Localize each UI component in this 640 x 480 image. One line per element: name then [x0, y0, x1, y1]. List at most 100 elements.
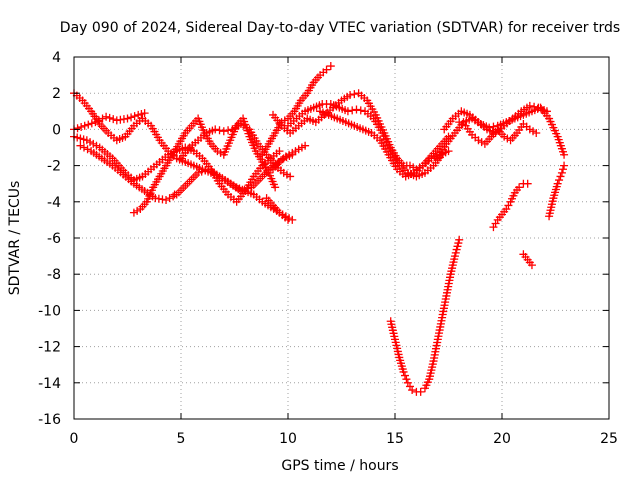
data-point: [444, 147, 453, 156]
data-point: [80, 121, 89, 130]
data-point: [403, 378, 412, 387]
data-point: [91, 118, 100, 127]
y-tick-label: -6: [47, 231, 61, 247]
x-tick-label: 0: [70, 431, 79, 447]
data-point: [346, 91, 355, 100]
data-point-fill: [356, 106, 365, 115]
data-point: [523, 179, 532, 188]
x-tick-label: 15: [386, 431, 404, 447]
data-point-fill: [127, 113, 136, 122]
data-point: [489, 223, 498, 232]
data-point-fill: [556, 172, 565, 181]
data-point: [194, 168, 203, 177]
data-point: [560, 150, 569, 159]
data-point: [275, 147, 284, 156]
data-point: [416, 387, 425, 396]
x-tick-label: 20: [493, 431, 511, 447]
x-axis-label: GPS time / hours: [281, 458, 398, 474]
data-point-fill: [130, 112, 139, 121]
data-point-fill: [98, 114, 107, 123]
y-axis-label: SDTVAR / TECUs: [7, 181, 23, 296]
data-point-fill: [489, 122, 498, 131]
data-point: [557, 168, 566, 177]
data-point-fill: [169, 192, 178, 201]
data-point-fill: [84, 120, 93, 129]
data-point: [532, 129, 541, 138]
series-arc-06: [177, 119, 295, 181]
data-point-fill: [350, 90, 359, 99]
data-point-fill: [504, 201, 513, 210]
series-arc-08: [170, 190, 179, 199]
y-tick-label: 0: [52, 122, 61, 138]
x-tick-label: 5: [177, 431, 186, 447]
data-point: [553, 179, 562, 188]
data-point-fill: [79, 143, 88, 152]
data-point: [542, 107, 551, 116]
data-point-fill: [165, 194, 174, 203]
data-point: [301, 141, 310, 150]
data-point-fill: [400, 371, 409, 380]
series-arc-20: [545, 161, 569, 221]
data-point: [525, 101, 534, 110]
y-tick-labels: 4 2 0 -2 -4 -6 -8 -10 -12 -14 -16: [38, 50, 61, 428]
x-tick-label: 25: [600, 431, 618, 447]
y-tick-label: 4: [52, 50, 61, 66]
y-tick-label: -2: [47, 159, 61, 175]
series-arc-17: [386, 235, 464, 396]
chart-title: Day 090 of 2024, Sidereal Day-to-day VTE…: [60, 20, 620, 36]
data-point: [236, 186, 245, 195]
data-point-fill: [348, 106, 357, 115]
series-arc-04: [76, 141, 297, 204]
series-arc-14: [433, 103, 569, 163]
series-arc-02: [70, 109, 149, 134]
data-point: [219, 127, 228, 136]
data-point: [515, 183, 524, 192]
data-point: [76, 141, 85, 150]
data-point-fill: [405, 382, 414, 391]
series-arc-16: [455, 118, 541, 148]
y-tick-label: -12: [38, 340, 61, 356]
x-tick-label: 10: [279, 431, 297, 447]
data-point-fill: [530, 102, 539, 111]
data-point-fill: [83, 145, 92, 154]
data-point: [322, 65, 331, 74]
series-arc-07: [262, 194, 297, 224]
data-point-fill: [77, 122, 86, 131]
series-arc-13: [316, 107, 453, 181]
series-arc-19: [519, 250, 536, 270]
series-arc-18: [489, 179, 532, 232]
data-point: [162, 195, 171, 204]
y-tick-label: -16: [38, 412, 61, 428]
data-point: [271, 183, 280, 192]
data-point: [343, 107, 352, 116]
data-point-fill: [224, 126, 233, 135]
y-tick-label: -4: [47, 195, 61, 211]
data-series: [70, 62, 569, 396]
series-arc-15: [440, 101, 551, 138]
data-point-fill: [558, 165, 567, 174]
data-point-fill: [73, 124, 82, 133]
data-point-fill: [94, 116, 103, 125]
y-tick-label: -14: [38, 376, 61, 392]
data-point: [408, 386, 417, 395]
x-tick-labels: 0 5 10 15 20 25: [70, 431, 618, 447]
data-point: [352, 105, 361, 114]
data-point-fill: [197, 167, 206, 176]
data-point: [286, 172, 295, 181]
y-tick-label: -8: [47, 267, 61, 283]
data-point-fill: [109, 115, 118, 124]
data-point: [170, 190, 179, 199]
series-arc-10: [269, 141, 310, 174]
data-point-fill: [402, 375, 411, 384]
tick-marks: [73, 56, 610, 420]
data-point: [399, 367, 408, 376]
data-point-fill: [244, 184, 253, 193]
data-point: [326, 62, 335, 71]
y-tick-label: 2: [52, 86, 61, 102]
data-point: [288, 215, 297, 224]
series-arc-09: [258, 62, 335, 159]
data-point-fill: [215, 126, 224, 135]
data-point: [140, 109, 149, 118]
data-point: [560, 161, 569, 170]
